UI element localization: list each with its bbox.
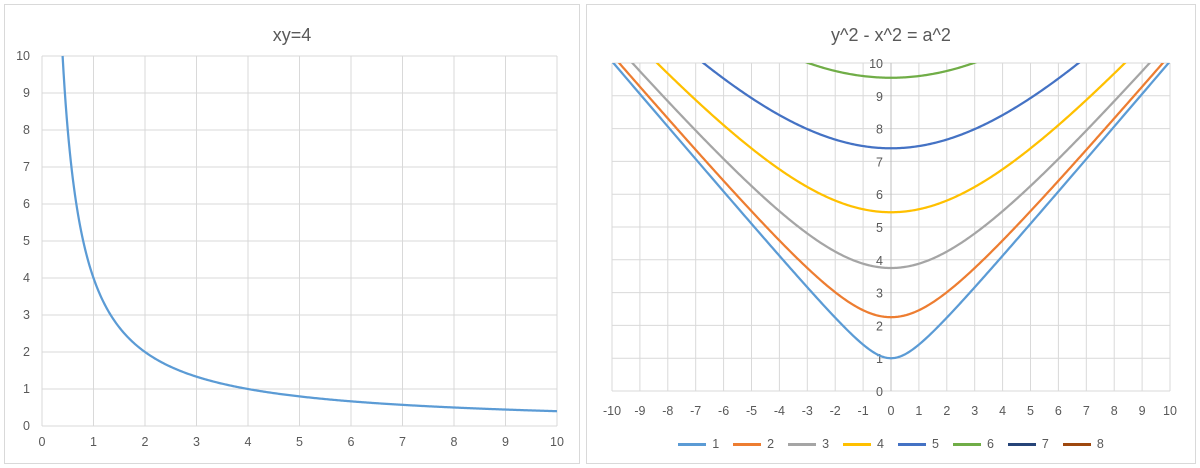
- chart-right-legend: 1 2 3 4 5 6 7 8: [587, 437, 1195, 451]
- y-tick-label: 0: [23, 419, 30, 433]
- y-tick-label: 10: [16, 49, 30, 63]
- x-tick-label: 8: [451, 435, 458, 449]
- legend-item-8: 8: [1062, 437, 1104, 451]
- legend-item-3: 3: [788, 437, 829, 451]
- y-tick-label: 3: [876, 287, 883, 301]
- x-tick-label: 3: [193, 435, 200, 449]
- y-tick-label: 7: [23, 160, 30, 174]
- y-tick-label: 2: [23, 345, 30, 359]
- x-tick-label: 9: [1139, 404, 1146, 418]
- legend-label: 4: [877, 437, 884, 451]
- y-tick-label: 5: [876, 221, 883, 235]
- x-tick-label: -7: [690, 404, 701, 418]
- legend-item-4: 4: [843, 437, 884, 451]
- y-tick-label: 7: [876, 155, 883, 169]
- y-tick-label: 9: [876, 90, 883, 104]
- x-tick-label: 10: [1163, 404, 1177, 418]
- legend-swatch: [788, 442, 817, 446]
- y-tick-label: 1: [876, 352, 883, 366]
- y-tick-label: 6: [876, 188, 883, 202]
- x-tick-label: 8: [1111, 404, 1118, 418]
- y-tick-label: 2: [876, 319, 883, 333]
- x-tick-label: 7: [1083, 404, 1090, 418]
- chart-left-plot: 0 1 2 3 4 5 6 7 8 9 10 0 1 2 3 4 5 6 7 8 9 10: [16, 49, 564, 449]
- chart-right-title: y^2 - x^2 = a^2: [831, 25, 951, 45]
- legend-item-6: 6: [952, 437, 994, 451]
- series-line-5: [701, 63, 1081, 150]
- chart-right-plot: -10 -9 -8 -7 -6 -5 -4 -3 -2 -1 0 1 2 3 4 5 6 7 8 9 100123456…: [603, 57, 1177, 418]
- x-tick-label: -8: [662, 404, 673, 418]
- y-tick-label: 1: [23, 382, 30, 396]
- x-tick-label: -1: [858, 404, 869, 418]
- x-tick-label: -2: [830, 404, 841, 418]
- x-tick-label: 0: [888, 404, 895, 418]
- legend-label: 1: [712, 437, 720, 451]
- x-tick-label: 6: [348, 435, 355, 449]
- y-tick-label: 5: [23, 234, 30, 248]
- legend-label: 7: [1041, 437, 1049, 451]
- legend-item-1: 1: [678, 437, 719, 451]
- legend-item-5: 5: [898, 437, 939, 451]
- series-line-2: [617, 63, 1165, 319]
- y-tick-label: 8: [876, 123, 883, 137]
- legend-swatch: [1007, 442, 1036, 446]
- y-tick-label: 0: [876, 385, 883, 399]
- series-line-1: [612, 63, 1170, 360]
- x-tick-label: 5: [296, 435, 303, 449]
- y-tick-label: 3: [23, 308, 30, 322]
- x-tick-label: 2: [943, 404, 950, 418]
- x-tick-label: -4: [774, 404, 785, 418]
- x-tick-label: -10: [603, 404, 621, 418]
- legend-label: 2: [767, 437, 775, 451]
- series-line-3: [630, 63, 1152, 270]
- x-tick-label: -6: [718, 404, 729, 418]
- x-tick-label: 4: [245, 435, 252, 449]
- x-tick-label: -3: [802, 404, 813, 418]
- y-tick-label: 10: [869, 57, 883, 71]
- series-line-0: [61, 55, 558, 413]
- legend-swatch: [678, 442, 707, 446]
- legend-swatch: [843, 442, 872, 446]
- x-tick-label: 1: [915, 404, 922, 418]
- chart-right: y^2 - x^2 = a^2 -10 -9 -8 -7 -6 -5 -4 -3 -2 -1 0 1 2…: [586, 4, 1196, 464]
- x-tick-label: 3: [971, 404, 978, 418]
- legend-label: 3: [822, 437, 830, 451]
- y-tick-label: 8: [23, 123, 30, 137]
- x-tick-label: 2: [142, 435, 149, 449]
- x-tick-label: 10: [550, 435, 564, 449]
- x-tick-label: 6: [1055, 404, 1062, 418]
- y-tick-label: 6: [23, 197, 30, 211]
- x-tick-label: -9: [634, 404, 645, 418]
- x-tick-label: 0: [39, 435, 46, 449]
- legend-swatch: [1062, 442, 1091, 446]
- x-tick-label: 1: [90, 435, 97, 449]
- series-line-6: [804, 63, 978, 79]
- legend-swatch: [733, 442, 762, 446]
- chart-left-title: xy=4: [272, 25, 312, 45]
- legend-item-2: 2: [733, 437, 774, 451]
- y-tick-label: 4: [23, 271, 30, 285]
- legend-label: 6: [986, 437, 994, 451]
- series-line-4: [655, 63, 1127, 214]
- y-tick-label: 9: [23, 86, 30, 100]
- legend-swatch: [898, 442, 926, 446]
- x-tick-label: 7: [399, 435, 406, 449]
- legend-item-7: 7: [1007, 437, 1049, 451]
- y-tick-label: 4: [876, 254, 883, 268]
- x-tick-label: -5: [746, 404, 757, 418]
- chart-left: xy=4 0 1 2 3 4 5 6 7 8 9 10 0 1 2 3 4 5 6 7 8 9 10: [4, 4, 580, 464]
- legend-label: 8: [1096, 437, 1104, 451]
- legend-label: 5: [932, 437, 939, 451]
- x-tick-label: 9: [502, 435, 509, 449]
- x-tick-label: 5: [1027, 404, 1034, 418]
- x-tick-label: 4: [999, 404, 1006, 418]
- legend-swatch: [952, 442, 981, 446]
